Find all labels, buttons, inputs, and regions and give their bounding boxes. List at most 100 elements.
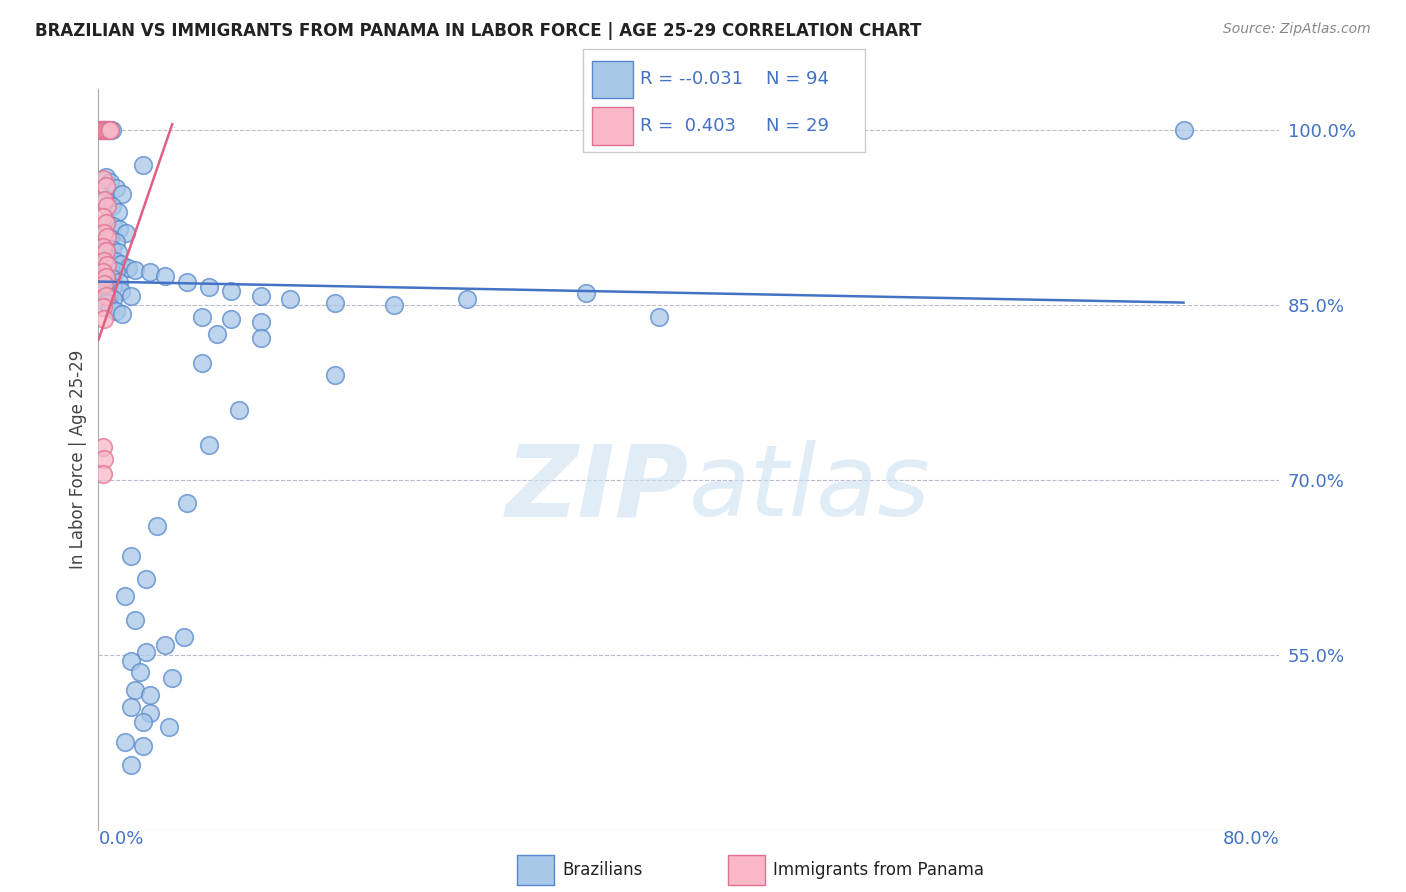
Point (93, 257, 115, 271)
Point (382, 298, 405, 312)
Point (457, 292, 479, 306)
Point (98, 123, 121, 137)
Point (100, 123, 122, 137)
Point (103, 292, 125, 306)
Text: R = --0.031: R = --0.031 (640, 70, 742, 88)
Point (124, 682, 146, 697)
Point (103, 219, 125, 233)
Point (96, 230, 118, 244)
Point (90, 123, 112, 137)
Point (96, 199, 118, 213)
Point (94, 269, 117, 284)
Point (228, 402, 250, 417)
Point (89, 123, 111, 137)
Point (205, 326, 228, 341)
Point (120, 758, 142, 772)
Point (91, 467, 114, 481)
Point (89, 123, 111, 137)
Point (94, 288, 117, 302)
Point (153, 268, 176, 283)
Text: N = 94: N = 94 (766, 70, 830, 88)
Point (124, 263, 146, 277)
Point (96, 216, 118, 230)
Point (575, 286, 598, 301)
Point (98, 123, 121, 137)
Point (191, 310, 214, 324)
Point (153, 638, 176, 652)
Y-axis label: In Labor Force | Age 25-29: In Labor Force | Age 25-29 (69, 350, 87, 569)
Text: Source: ZipAtlas.com: Source: ZipAtlas.com (1223, 22, 1371, 37)
Point (97, 252, 120, 266)
Point (157, 720, 180, 734)
Text: R =  0.403: R = 0.403 (640, 117, 735, 135)
Point (98, 260, 121, 275)
Point (91, 123, 114, 137)
Point (120, 288, 142, 302)
Point (323, 368, 346, 382)
Point (104, 253, 127, 268)
Point (648, 310, 671, 324)
Point (94, 178, 117, 193)
Point (108, 275, 131, 289)
Point (191, 356, 214, 370)
Point (1173, 123, 1195, 137)
Point (135, 572, 157, 586)
Point (120, 700, 142, 714)
Point (107, 204, 129, 219)
Point (135, 645, 157, 659)
Point (198, 438, 221, 452)
Point (103, 280, 125, 294)
Point (98, 176, 121, 190)
Point (139, 689, 162, 703)
Point (93, 284, 115, 298)
Point (90, 123, 112, 137)
Point (146, 519, 169, 533)
Point (93, 227, 115, 242)
Point (250, 330, 273, 344)
Point (96, 258, 118, 272)
Point (280, 292, 302, 306)
Point (105, 181, 128, 195)
Point (132, 739, 155, 753)
Text: Immigrants from Panama: Immigrants from Panama (773, 861, 984, 879)
Point (198, 280, 221, 294)
Text: 0.0%: 0.0% (98, 830, 143, 847)
Point (139, 706, 162, 720)
Point (221, 311, 243, 326)
Point (132, 715, 155, 730)
Point (124, 613, 146, 627)
Point (105, 303, 128, 318)
Point (250, 315, 273, 329)
Point (93, 253, 115, 268)
Text: BRAZILIAN VS IMMIGRANTS FROM PANAMA IN LABOR FORCE | AGE 25-29 CORRELATION CHART: BRAZILIAN VS IMMIGRANTS FROM PANAMA IN L… (35, 22, 921, 40)
Point (176, 496, 198, 510)
Point (96, 123, 118, 137)
Point (91, 265, 114, 279)
Text: N = 29: N = 29 (766, 117, 830, 135)
Point (221, 284, 243, 298)
Point (97, 123, 120, 137)
Point (94, 169, 117, 184)
Point (96, 123, 118, 137)
Point (97, 123, 120, 137)
Point (114, 590, 136, 604)
Point (128, 665, 150, 680)
Point (91, 300, 114, 314)
Point (250, 288, 273, 302)
Point (120, 653, 142, 667)
Point (94, 295, 117, 310)
Point (105, 235, 128, 249)
Text: Brazilians: Brazilians (562, 861, 643, 879)
Point (115, 226, 138, 240)
Point (93, 123, 115, 137)
Point (132, 158, 155, 172)
Point (93, 123, 115, 137)
Point (114, 735, 136, 749)
Point (117, 260, 139, 275)
Point (94, 239, 117, 253)
Point (91, 440, 114, 454)
Point (108, 222, 131, 236)
Point (91, 239, 114, 253)
Point (100, 271, 122, 285)
Point (94, 123, 117, 137)
